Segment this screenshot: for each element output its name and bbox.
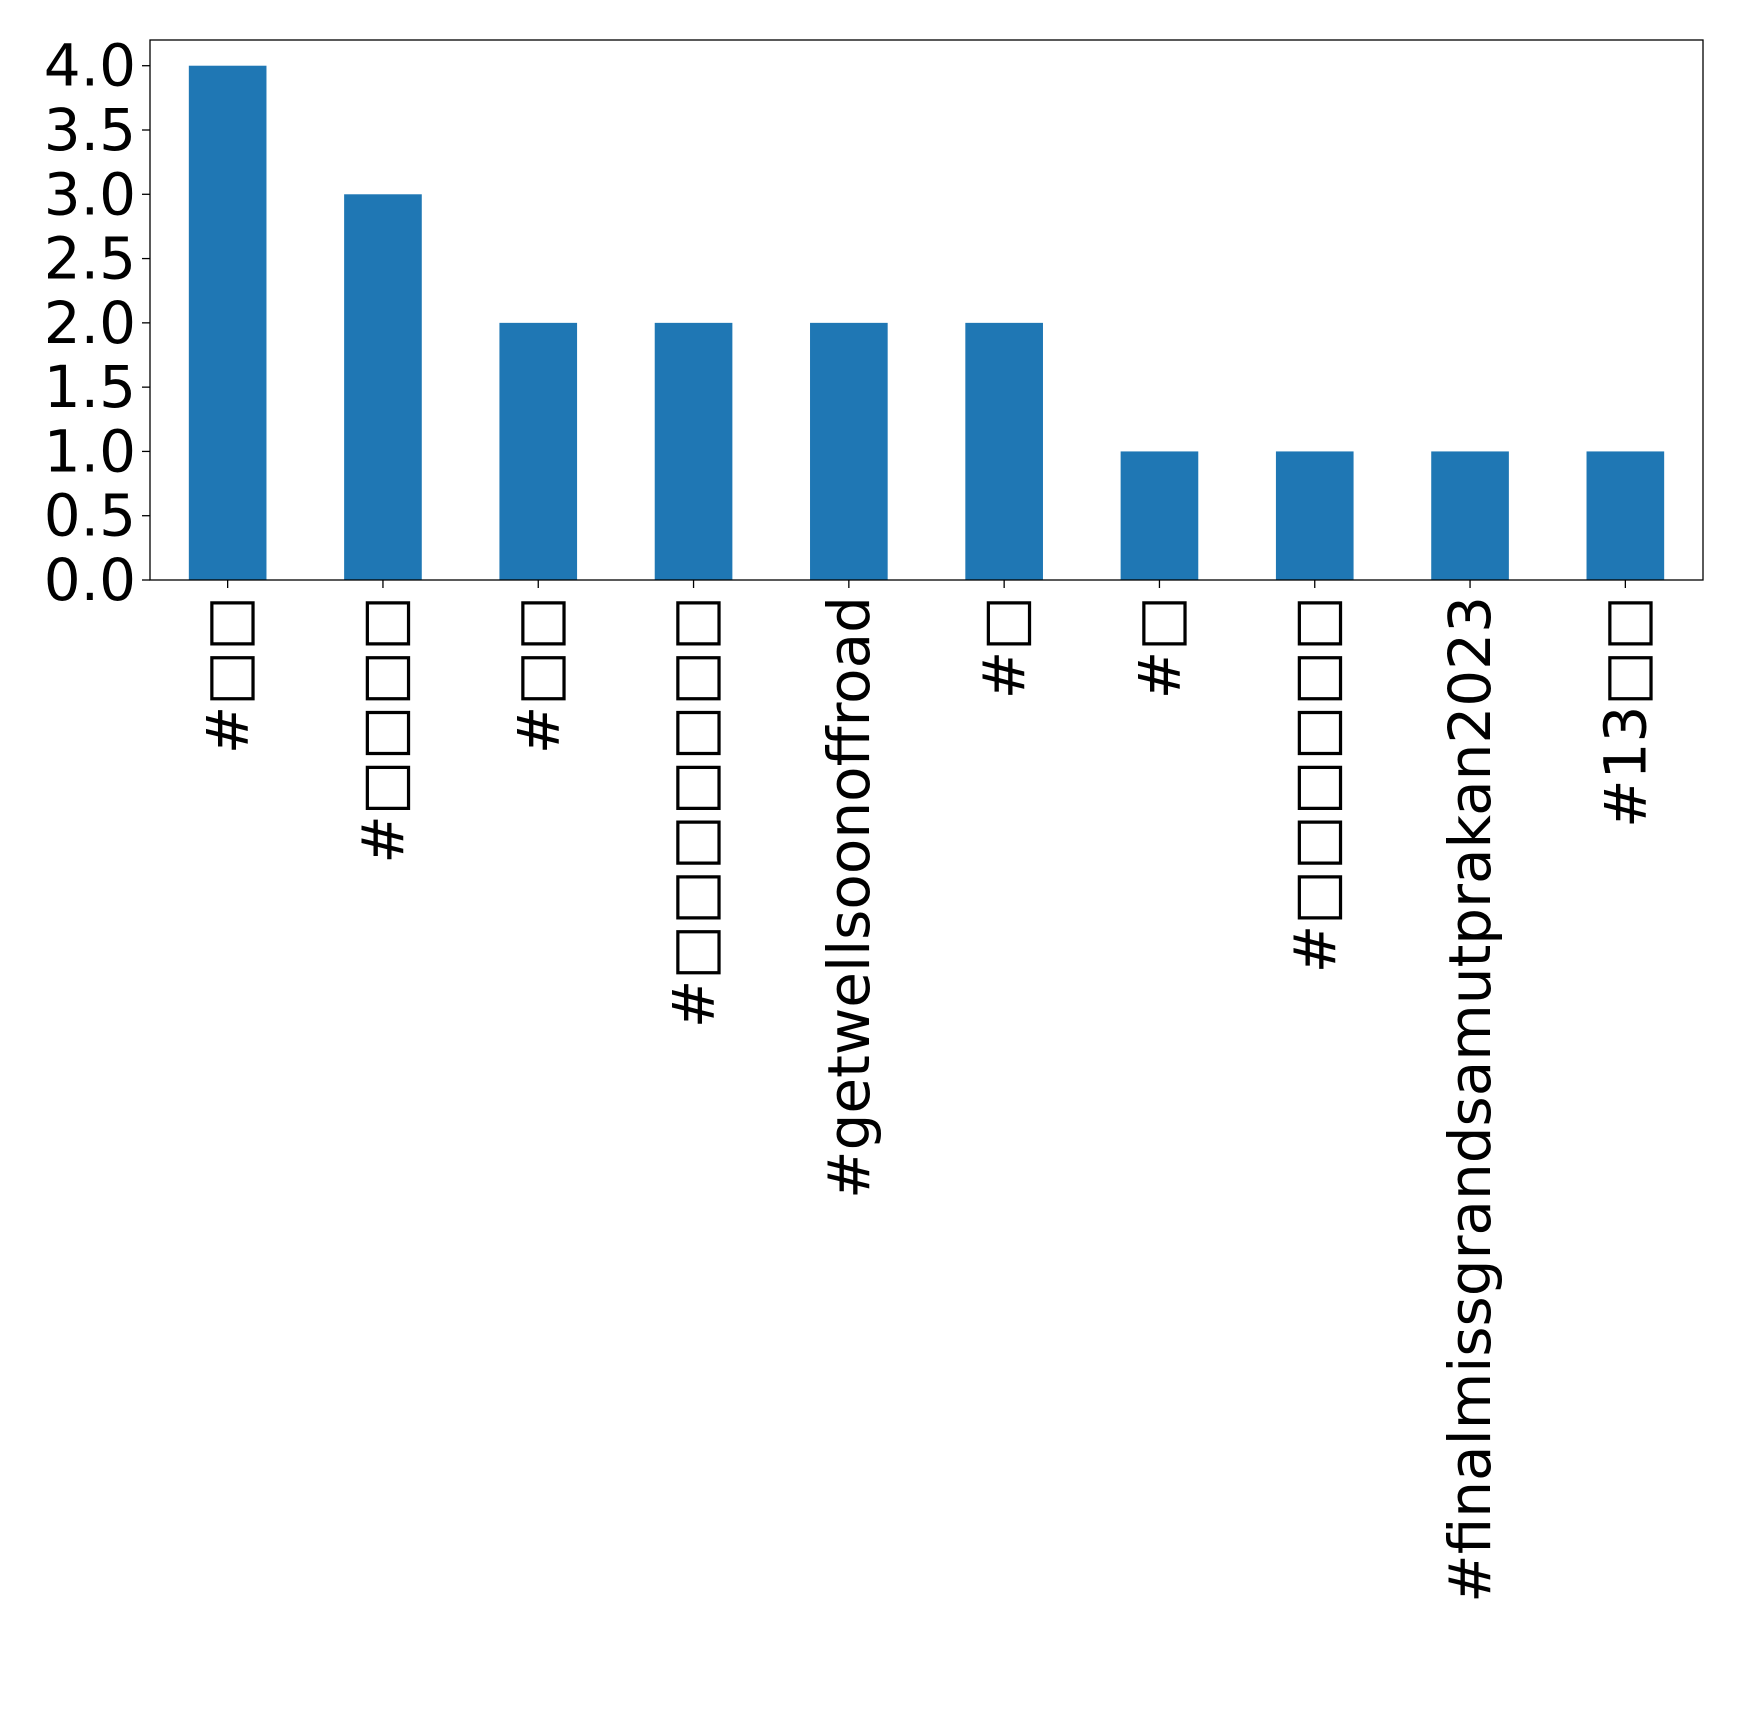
y-tick-label-5: 2.5 [44, 225, 136, 293]
bar-5 [965, 322, 1043, 580]
x-tick-label-8: #finalmissgrandsamutprakan2023 [1436, 596, 1504, 1603]
y-tick-label-1: 0.5 [44, 482, 136, 550]
y-axis: 0.00.51.01.52.02.53.03.54.0 [44, 32, 150, 614]
bar-9 [1586, 451, 1665, 580]
plot-frame [149, 39, 1704, 581]
bar-2 [499, 322, 578, 580]
bar-1 [344, 194, 422, 581]
x-tick-label-7: #□□□□□□ [1281, 596, 1349, 973]
bar-4 [810, 322, 888, 580]
y-tick-label-8: 4.0 [44, 32, 136, 100]
y-tick-label-4: 2.0 [44, 289, 136, 357]
x-tick-label-4: #getwellsoonoffroad [815, 596, 883, 1199]
y-tick-label-6: 3.0 [44, 160, 136, 228]
bar-8 [1431, 451, 1509, 580]
x-tick-label-3: #□□□□□□□ [660, 596, 728, 1028]
x-tick-label-6: #□ [1125, 596, 1193, 699]
x-tick-label-2: #□□ [504, 596, 572, 754]
bars-group [188, 65, 1665, 581]
x-axis: #□□ #□□□□ #□□ #□□□□□□□ #getwellsoonoffroad #□… [194, 580, 1659, 1603]
y-tick-label-3: 1.5 [44, 353, 136, 421]
bar-3 [654, 322, 733, 580]
y-tick-label-0: 0.0 [44, 546, 136, 614]
y-tick-label-2: 1.0 [44, 417, 136, 485]
x-tick-label-1: #□□□□ [349, 596, 417, 864]
x-tick-label-9: #13□□ [1591, 596, 1659, 828]
bar-7 [1275, 451, 1354, 580]
x-tick-label-5: #□ [970, 596, 1038, 699]
bar-6 [1120, 451, 1199, 580]
x-tick-label-0: #□□ [194, 596, 262, 754]
y-tick-label-7: 3.5 [44, 96, 136, 164]
bar-0 [188, 65, 267, 580]
